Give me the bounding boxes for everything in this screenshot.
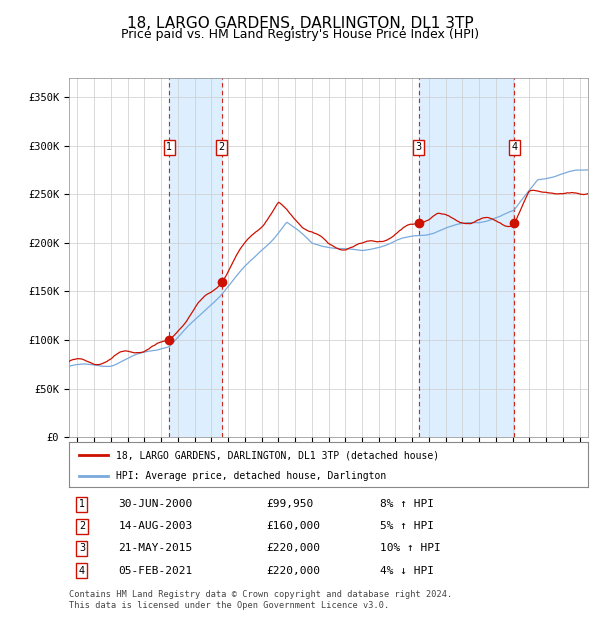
Text: 21-MAY-2015: 21-MAY-2015 xyxy=(118,543,193,554)
Text: 30-JUN-2000: 30-JUN-2000 xyxy=(118,499,193,509)
Text: Price paid vs. HM Land Registry's House Price Index (HPI): Price paid vs. HM Land Registry's House … xyxy=(121,28,479,41)
Text: £220,000: £220,000 xyxy=(266,543,320,554)
Bar xyxy=(169,78,221,437)
Text: 5% ↑ HPI: 5% ↑ HPI xyxy=(380,521,434,531)
Text: 2: 2 xyxy=(79,521,85,531)
Text: 8% ↑ HPI: 8% ↑ HPI xyxy=(380,499,434,509)
Text: 14-AUG-2003: 14-AUG-2003 xyxy=(118,521,193,531)
Text: 18, LARGO GARDENS, DARLINGTON, DL1 3TP (detached house): 18, LARGO GARDENS, DARLINGTON, DL1 3TP (… xyxy=(116,451,439,461)
Bar xyxy=(419,78,514,437)
Text: £160,000: £160,000 xyxy=(266,521,320,531)
Text: £220,000: £220,000 xyxy=(266,565,320,575)
Text: 05-FEB-2021: 05-FEB-2021 xyxy=(118,565,193,575)
Text: 4% ↓ HPI: 4% ↓ HPI xyxy=(380,565,434,575)
Text: HPI: Average price, detached house, Darlington: HPI: Average price, detached house, Darl… xyxy=(116,471,386,480)
Text: 3: 3 xyxy=(79,543,85,554)
Text: 4: 4 xyxy=(79,565,85,575)
Text: This data is licensed under the Open Government Licence v3.0.: This data is licensed under the Open Gov… xyxy=(69,601,389,611)
Text: 10% ↑ HPI: 10% ↑ HPI xyxy=(380,543,441,554)
Text: 18, LARGO GARDENS, DARLINGTON, DL1 3TP: 18, LARGO GARDENS, DARLINGTON, DL1 3TP xyxy=(127,16,473,30)
Text: Contains HM Land Registry data © Crown copyright and database right 2024.: Contains HM Land Registry data © Crown c… xyxy=(69,590,452,600)
Text: 3: 3 xyxy=(416,143,422,153)
Text: £99,950: £99,950 xyxy=(266,499,313,509)
Text: 1: 1 xyxy=(166,143,173,153)
Text: 1: 1 xyxy=(79,499,85,509)
Text: 4: 4 xyxy=(511,143,517,153)
Text: 2: 2 xyxy=(218,143,225,153)
